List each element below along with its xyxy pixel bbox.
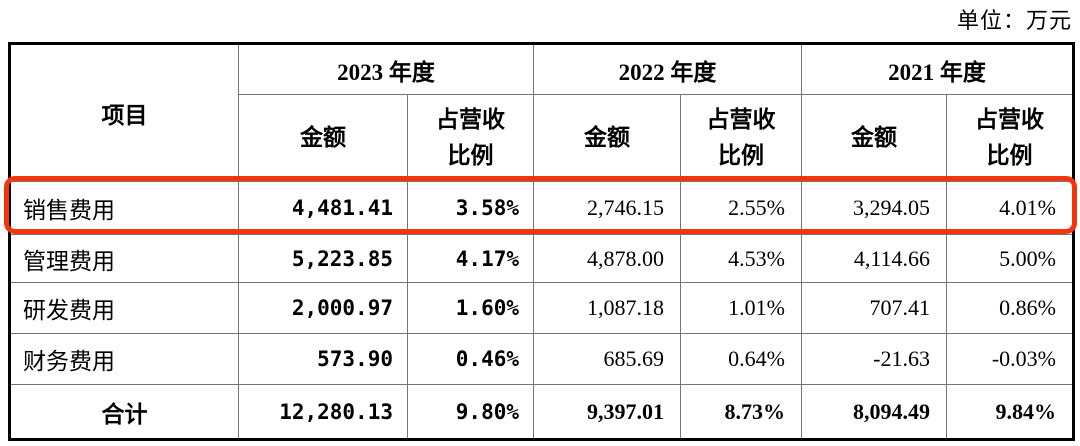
ratio-cell-2021: 5.00% bbox=[946, 234, 1074, 283]
ratio-cell-2022: 8.73% bbox=[680, 384, 802, 440]
ratio-header-line2: 比例 bbox=[718, 143, 764, 168]
amount-cell-2023: 4,481.41 bbox=[238, 181, 408, 235]
amount-cell-2021: 3,294.05 bbox=[801, 181, 947, 235]
ratio-cell-2023: 0.46% bbox=[407, 333, 534, 385]
ratio-header-line1: 占营收 bbox=[706, 107, 776, 133]
ratio-cell-2021: 4.01% bbox=[946, 181, 1074, 235]
table-row-sales-expense: 销售费用 4,481.41 3.58% 2,746.15 2.55% 3,294… bbox=[9, 181, 1074, 235]
ratio-cell-2023: 4.17% bbox=[407, 234, 534, 283]
subheader-row: 金额 占营收比例 金额 占营收比例 金额 占营收比例 bbox=[10, 94, 1074, 182]
ratio-cell-2022: 2.55% bbox=[680, 181, 802, 235]
ratio-cell-2023: 3.58% bbox=[407, 181, 534, 235]
ratio-cell-2022: 0.64% bbox=[680, 333, 802, 385]
ratio-header-2023: 占营收 比例 bbox=[407, 94, 534, 182]
table-row-total: 合计 12,280.13 9.80% 9,397.01 8.73% 8,094.… bbox=[9, 384, 1074, 440]
amount-cell-2023: 12,280.13 bbox=[238, 384, 408, 440]
row-label: 财务费用 bbox=[9, 333, 239, 385]
ratio-header-line1: 占营收 bbox=[436, 107, 505, 133]
amount-cell-2022: 9,397.01 bbox=[533, 384, 681, 440]
amount-cell-2021: 4,114.66 bbox=[801, 234, 947, 283]
amount-cell-2022: 1,087.18 bbox=[533, 282, 681, 334]
row-label: 研发费用 bbox=[9, 282, 239, 334]
amount-cell-2023: 5,223.85 bbox=[238, 234, 408, 283]
ratio-header-line2: 比例 bbox=[447, 143, 494, 168]
amount-header-2023: 金额 bbox=[238, 94, 408, 182]
amount-cell-2022: 2,746.15 bbox=[533, 181, 681, 235]
table-row-rd-expense: 研发费用 2,000.97 1.60% 1,087.18 1.01% 707.4… bbox=[9, 282, 1074, 334]
row-label: 销售费用 bbox=[9, 181, 239, 235]
year-header-2023: 2023 年度 bbox=[238, 43, 534, 95]
ratio-header-2021: 占营收 比例 bbox=[946, 94, 1074, 182]
ratio-cell-2023: 1.60% bbox=[407, 282, 534, 334]
amount-cell-2021: 8,094.49 bbox=[801, 384, 947, 440]
item-column-header: 项目 bbox=[9, 43, 239, 182]
amount-cell-2023: 2,000.97 bbox=[238, 282, 408, 334]
year-header-2021: 2021 年度 bbox=[801, 43, 1074, 95]
total-row-label: 合计 bbox=[9, 384, 239, 440]
unit-label: 单位：万元 bbox=[956, 8, 1072, 33]
amount-cell-2023: 573.90 bbox=[238, 333, 408, 385]
expense-table: 项目 2023 年度 2022 年度 2021 年度 金额 占营收比例 金额 占… bbox=[8, 42, 1075, 441]
row-label: 管理费用 bbox=[9, 234, 239, 283]
ratio-cell-2022: 4.53% bbox=[680, 234, 802, 283]
amount-header-2022: 金额 bbox=[533, 94, 681, 182]
ratio-cell-2023: 9.80% bbox=[407, 384, 534, 440]
amount-header-2021: 金额 bbox=[801, 94, 947, 182]
table-row-finance-expense: 财务费用 573.90 0.46% 685.69 0.64% -21.63 -0… bbox=[9, 333, 1074, 385]
ratio-cell-2021: -0.03% bbox=[946, 333, 1074, 385]
ratio-cell-2021: 0.86% bbox=[946, 282, 1074, 334]
ratio-header-line2: 比例 bbox=[986, 143, 1033, 168]
ratio-header-line1: 占营收 bbox=[975, 107, 1044, 133]
amount-cell-2021: 707.41 bbox=[801, 282, 947, 334]
year-header-2022: 2022 年度 bbox=[533, 43, 802, 95]
amount-cell-2021: -21.63 bbox=[801, 333, 947, 385]
year-header-row: 项目 2023 年度 2022 年度 2021 年度 bbox=[9, 43, 1074, 182]
amount-cell-2022: 4,878.00 bbox=[533, 234, 681, 283]
table-row-admin-expense: 管理费用 5,223.85 4.17% 4,878.00 4.53% 4,114… bbox=[9, 234, 1074, 283]
ratio-cell-2021: 9.84% bbox=[946, 384, 1074, 440]
ratio-cell-2022: 1.01% bbox=[680, 282, 802, 334]
ratio-header-2022: 占营收 比例 bbox=[680, 94, 802, 182]
amount-cell-2022: 685.69 bbox=[533, 333, 681, 385]
